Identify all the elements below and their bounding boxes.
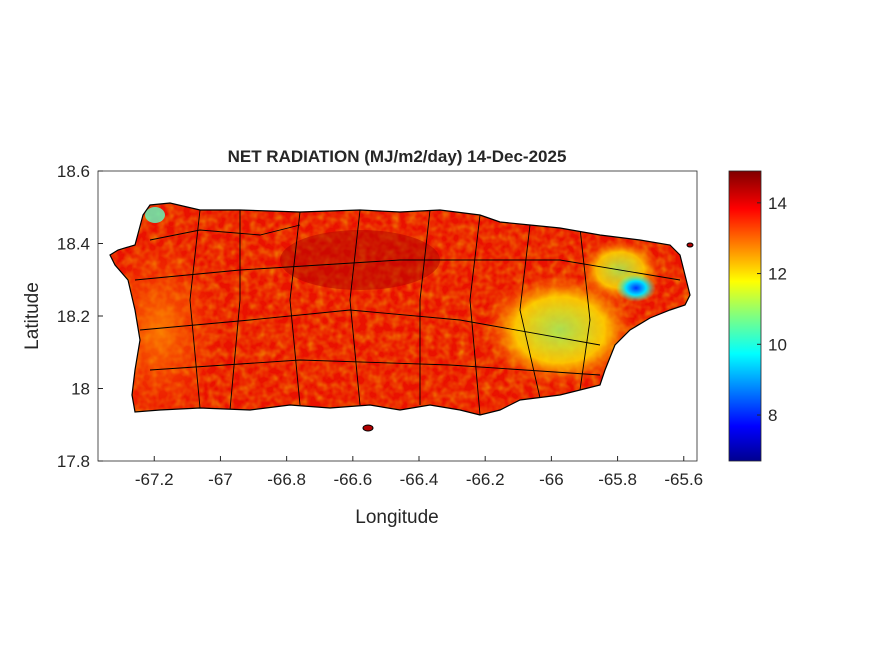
y-tick-label: 18.2	[57, 307, 90, 326]
colorbar-tick-label: 14	[768, 194, 787, 213]
x-tick-label: -66.8	[267, 470, 306, 489]
x-tick-label: -66.6	[333, 470, 372, 489]
central-high-area	[280, 230, 440, 290]
boundary-line	[419, 209, 431, 405]
boundary-line	[519, 224, 541, 399]
y-axis-label: Latitude	[22, 282, 43, 350]
boundary-line	[289, 211, 301, 406]
boundary-line	[189, 209, 201, 409]
boundary-line	[149, 224, 301, 241]
chart-title: NET RADIATION (MJ/m2/day) 14-Dec-2025	[228, 147, 567, 166]
el-yunque-minimum	[616, 274, 656, 302]
radiation-field	[109, 202, 694, 432]
x-tick-label: -66.2	[466, 470, 505, 489]
boundary-line	[579, 227, 591, 391]
y-tick-label: 18	[71, 380, 90, 399]
islet	[362, 424, 374, 432]
boundary-line	[134, 259, 681, 281]
axes: -67.2 -67 -66.8 -66.6 -66.4 -66.2 -66 -65.8 -65.…	[57, 162, 703, 489]
coastline	[109, 202, 691, 416]
islet	[686, 242, 694, 248]
boundary-line	[139, 309, 601, 346]
y-tick-label: 18.4	[57, 235, 90, 254]
colorbar-tick-label: 10	[768, 335, 787, 354]
colorbar-tick-label: 8	[768, 406, 777, 425]
x-tick-label: -65.6	[664, 470, 703, 489]
northwest-spot	[145, 207, 165, 223]
x-axis-label: Longitude	[355, 507, 438, 528]
boundary-line	[149, 359, 601, 376]
x-tick-label: -66.4	[400, 470, 439, 489]
colorbar	[728, 170, 762, 462]
x-tick-label: -67.2	[135, 470, 174, 489]
boundary-line	[469, 214, 481, 415]
municipality-boundaries	[134, 209, 681, 415]
x-tick-label: -67	[208, 470, 233, 489]
raster	[110, 203, 690, 415]
boundary-line	[349, 209, 361, 406]
y-tick-label: 18.6	[57, 162, 90, 181]
x-tick-label: -66	[539, 470, 564, 489]
x-tick-label: -65.8	[598, 470, 637, 489]
colorbar-ticks: 8 10 12 14	[757, 194, 787, 425]
colorbar-tick-label: 12	[768, 265, 787, 284]
east-lower-area	[485, 275, 635, 385]
boundary-line	[229, 210, 241, 411]
y-tick-label: 17.8	[57, 452, 90, 471]
